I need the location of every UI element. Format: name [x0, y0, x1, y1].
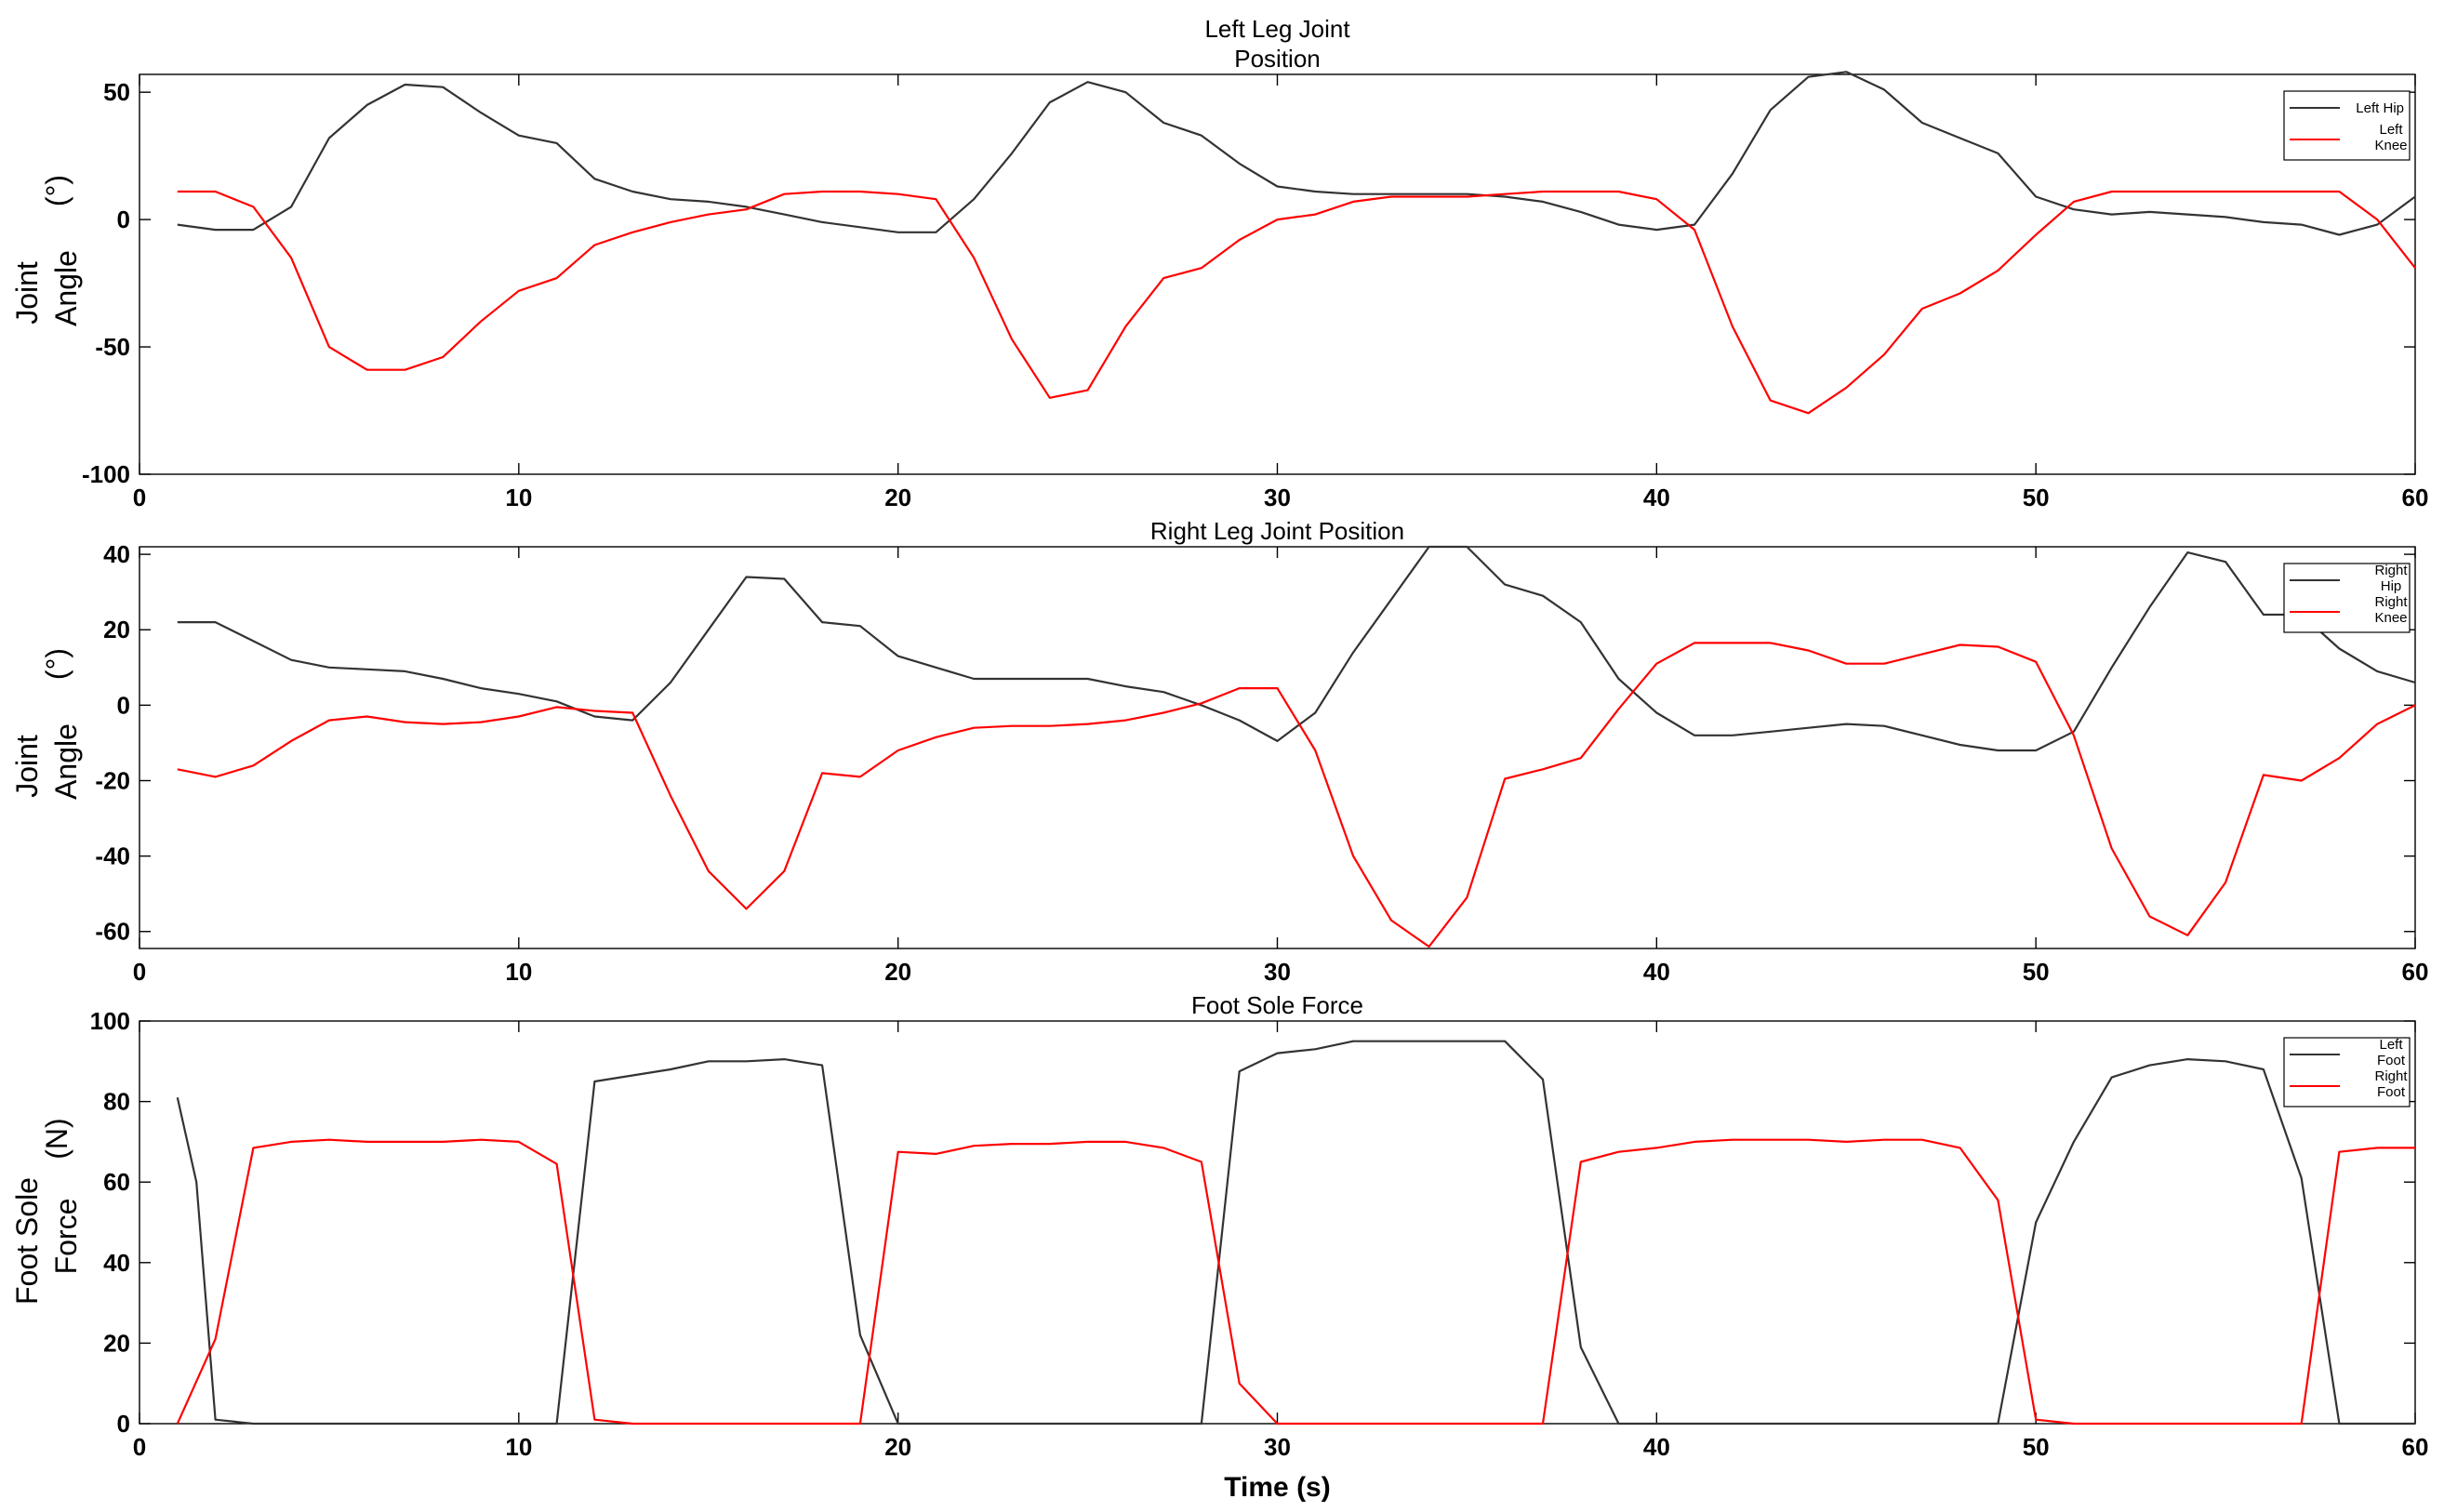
y-tick-label: 80 — [103, 1088, 130, 1116]
x-tick-label: 30 — [1264, 484, 1291, 511]
y-axis-label: Foot Sole — [10, 1177, 44, 1305]
legend-box — [2283, 563, 2411, 633]
chart-title: Position — [1234, 45, 1321, 73]
y-axis-label: Angle — [49, 250, 83, 326]
legend-entry: Right — [2374, 563, 2408, 578]
x-tick-label: 0 — [133, 1433, 146, 1461]
y-tick-label: 20 — [103, 616, 130, 643]
legend-box — [2283, 1037, 2411, 1107]
x-tick-label: 40 — [1643, 958, 1670, 986]
y-axis-label: Force — [49, 1199, 83, 1275]
x-tick-label: 10 — [505, 1433, 532, 1461]
legend-entry: Foot — [2377, 1053, 2406, 1068]
series-line-2 — [177, 190, 2416, 415]
y-tick-label: 100 — [90, 1007, 130, 1035]
y-axis-label: (°) — [40, 175, 73, 206]
axes-frame — [139, 546, 2416, 949]
panel-1: 0 10 20 30 40 50 60 -100 -50 0 50 Left Leg JointPos… — [10, 15, 2428, 511]
y-tick-label: 60 — [103, 1168, 130, 1196]
y-tick-label: -100 — [82, 460, 130, 488]
x-tick-label: 20 — [884, 484, 911, 511]
legend-entry: Right — [2374, 1068, 2408, 1084]
series-line-1 — [176, 1040, 2415, 1426]
series-line-1 — [177, 545, 2416, 752]
x-tick-label: 30 — [1264, 958, 1291, 986]
x-tick-label: 40 — [1643, 1433, 1670, 1461]
y-tick-label: -40 — [95, 842, 130, 870]
legend-entry: Knee — [2374, 138, 2407, 153]
y-axis-label: (N) — [40, 1118, 73, 1159]
x-tick-label: 20 — [884, 958, 911, 986]
legend-entry: Foot — [2377, 1084, 2406, 1100]
legend-entry: Left — [2379, 122, 2403, 138]
series-line-2 — [176, 1138, 2415, 1426]
y-tick-label: 0 — [117, 691, 130, 719]
y-axis-label: Joint — [10, 735, 44, 798]
y-tick-label: 20 — [103, 1329, 130, 1357]
y-axis-label: (°) — [40, 648, 73, 680]
legend-entry: Left — [2379, 1037, 2403, 1053]
chart-title: Left Leg Joint — [1204, 15, 1350, 43]
x-tick-label: 60 — [2402, 484, 2429, 511]
y-tick-label: 0 — [117, 1410, 130, 1438]
y-tick-label: -20 — [95, 766, 130, 794]
y-tick-label: 0 — [117, 206, 130, 233]
y-axis-label: Angle — [49, 723, 83, 800]
y-tick-label: 40 — [103, 540, 130, 568]
x-tick-label: 60 — [2402, 958, 2429, 986]
x-tick-label: 50 — [2023, 484, 2050, 511]
y-tick-label: 40 — [103, 1249, 130, 1277]
x-tick-label: 50 — [2023, 958, 2050, 986]
x-tick-label: 10 — [505, 484, 532, 511]
legend-entry: Right — [2374, 594, 2408, 610]
x-tick-label: 20 — [884, 1433, 911, 1461]
x-tick-label: 10 — [505, 958, 532, 986]
x-tick-label: 0 — [133, 484, 146, 511]
series-line-2 — [177, 642, 2416, 948]
x-tick-label: 40 — [1643, 484, 1670, 511]
y-axis-label: Joint — [10, 261, 44, 325]
y-tick-label: -60 — [95, 918, 130, 946]
panel-2: 0 10 20 30 40 50 60 -60 -40 -20 0 20 40 Right Leg Joi… — [10, 517, 2428, 986]
x-tick-label: 60 — [2402, 1433, 2429, 1461]
y-tick-label: -50 — [95, 333, 130, 361]
x-axis-label: Time (s) — [1224, 1472, 1330, 1503]
legend-entry: Left Hip — [2356, 100, 2404, 116]
axes-frame — [139, 1020, 2416, 1425]
x-tick-label: 0 — [133, 958, 146, 986]
x-tick-label: 50 — [2023, 1433, 2050, 1461]
y-tick-label: 50 — [103, 78, 130, 106]
x-tick-label: 30 — [1264, 1433, 1291, 1461]
legend-box — [2283, 90, 2411, 161]
series-line-1 — [177, 71, 2416, 236]
axes-frame — [139, 73, 2416, 475]
panel-3: 0 10 20 30 40 50 60 0 20 40 60 80 100 Foot Sole Force… — [10, 991, 2428, 1503]
chart-title: Foot Sole Force — [1191, 991, 1363, 1019]
legend-entry: Knee — [2374, 610, 2407, 626]
legend-entry: Hip — [2381, 578, 2402, 594]
chart-title: Right Leg Joint Position — [1150, 517, 1404, 545]
